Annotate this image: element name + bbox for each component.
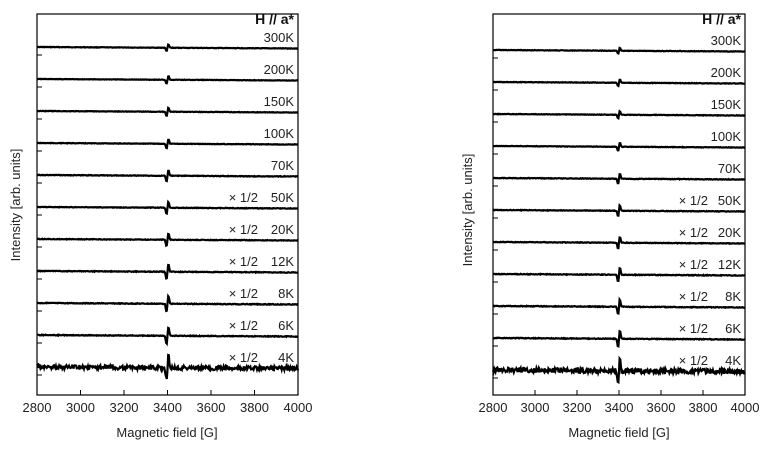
trace-label: 12K <box>271 254 294 269</box>
x-axis-title: Magnetic field [G] <box>568 425 669 440</box>
x-tick-label: 4000 <box>731 400 760 415</box>
trace-label: 150K <box>264 94 295 109</box>
trace-100K <box>492 142 746 152</box>
trace-20K <box>492 236 745 250</box>
y-axis-title: Intensity [arb. units] <box>8 149 23 262</box>
trace-4K <box>36 353 300 380</box>
trace-6K <box>492 329 746 348</box>
scale-factor-label: × 1/2 <box>679 257 708 272</box>
trace-label: 300K <box>264 30 295 45</box>
trace-label: 12K <box>718 257 741 272</box>
trace-70K <box>36 169 299 183</box>
trace-label: 50K <box>271 190 294 205</box>
x-tick-label: 3400 <box>605 400 634 415</box>
x-tick-label: 2800 <box>23 400 52 415</box>
x-tick-label: 3200 <box>110 400 139 415</box>
scale-factor-label: × 1/2 <box>229 350 258 365</box>
x-tick-label: 3600 <box>647 400 676 415</box>
trace-label: 300K <box>711 33 742 48</box>
trace-70K <box>492 172 746 185</box>
scale-factor-label: × 1/2 <box>679 353 708 368</box>
trace-label: 70K <box>271 158 294 173</box>
scale-factor-label: × 1/2 <box>229 190 258 205</box>
trace-8K <box>492 296 746 315</box>
trace-150K <box>36 106 298 117</box>
trace-label: 20K <box>271 222 294 237</box>
x-tick-label: 4000 <box>284 400 313 415</box>
trace-label: 200K <box>711 65 742 80</box>
trace-group: 300K 200K 150K 100K 70K 50K × 1/2 20K × 1/2 12K × … <box>36 30 300 380</box>
trace-200K <box>492 78 746 88</box>
x-tick-label: 3000 <box>521 400 550 415</box>
trace-12K <box>36 263 299 280</box>
panel-title: H // a* <box>255 11 294 27</box>
x-tick-group: 2800 3000 3200 3400 3600 3800 4000 <box>23 390 313 415</box>
trace-label: 100K <box>264 126 295 141</box>
scale-factor-label: × 1/2 <box>679 193 708 208</box>
trace-label: 20K <box>718 225 741 240</box>
x-tick-label: 3400 <box>153 400 182 415</box>
trace-20K <box>37 232 299 248</box>
trace-6K <box>36 326 299 347</box>
trace-50K <box>36 199 299 216</box>
x-tick-label: 2800 <box>479 400 508 415</box>
trace-300K <box>492 46 746 55</box>
x-tick-label: 3600 <box>197 400 226 415</box>
x-tick-group: 2800 3000 3200 3400 3600 3800 4000 <box>479 390 760 415</box>
scale-factor-label: × 1/2 <box>229 222 258 237</box>
x-tick-label: 3800 <box>689 400 718 415</box>
trace-group: 300K 200K 150K 100K 70K 50K × 1/2 20K × 1/2 12K × … <box>491 33 746 385</box>
trace-label: 70K <box>718 161 741 176</box>
x-tick-label: 3000 <box>66 400 95 415</box>
x-tick-label: 3800 <box>240 400 269 415</box>
trace-100K <box>36 138 299 150</box>
trace-12K <box>492 266 746 283</box>
scale-factor-label: × 1/2 <box>229 254 258 269</box>
scale-factor-label: × 1/2 <box>679 321 708 336</box>
panel-title: H // a* <box>702 11 741 27</box>
y-axis-title: Intensity [arb. units] <box>460 154 475 267</box>
scale-factor-label: × 1/2 <box>679 289 708 304</box>
scale-factor-label: × 1/2 <box>679 225 708 240</box>
trace-label: 100K <box>711 129 742 144</box>
scale-factor-label: × 1/2 <box>229 318 258 333</box>
trace-200K <box>36 75 299 85</box>
x-axis-title: Magnetic field [G] <box>116 425 217 440</box>
trace-8K <box>36 293 299 313</box>
trace-label: 50K <box>718 193 741 208</box>
trace-label: 150K <box>711 97 742 112</box>
trace-4K <box>491 355 746 385</box>
trace-150K <box>493 109 746 121</box>
trace-50K <box>493 202 746 217</box>
trace-label: 8K <box>278 286 294 301</box>
trace-label: 6K <box>725 321 741 336</box>
panel-left: H // a* 300K 200K 150K 100K 70K 50K × 1/2 20K × … <box>8 11 312 440</box>
trace-label: 8K <box>725 289 741 304</box>
trace-label: 4K <box>278 350 294 365</box>
trace-label: 6K <box>278 318 294 333</box>
x-tick-label: 3200 <box>563 400 592 415</box>
trace-300K <box>37 42 299 52</box>
trace-label: 4K <box>725 353 741 368</box>
scale-factor-label: × 1/2 <box>229 286 258 301</box>
panel-right: H // a* 300K 200K 150K 100K 70K 50K × 1/2 20K × … <box>460 11 759 440</box>
trace-label: 200K <box>264 62 295 77</box>
